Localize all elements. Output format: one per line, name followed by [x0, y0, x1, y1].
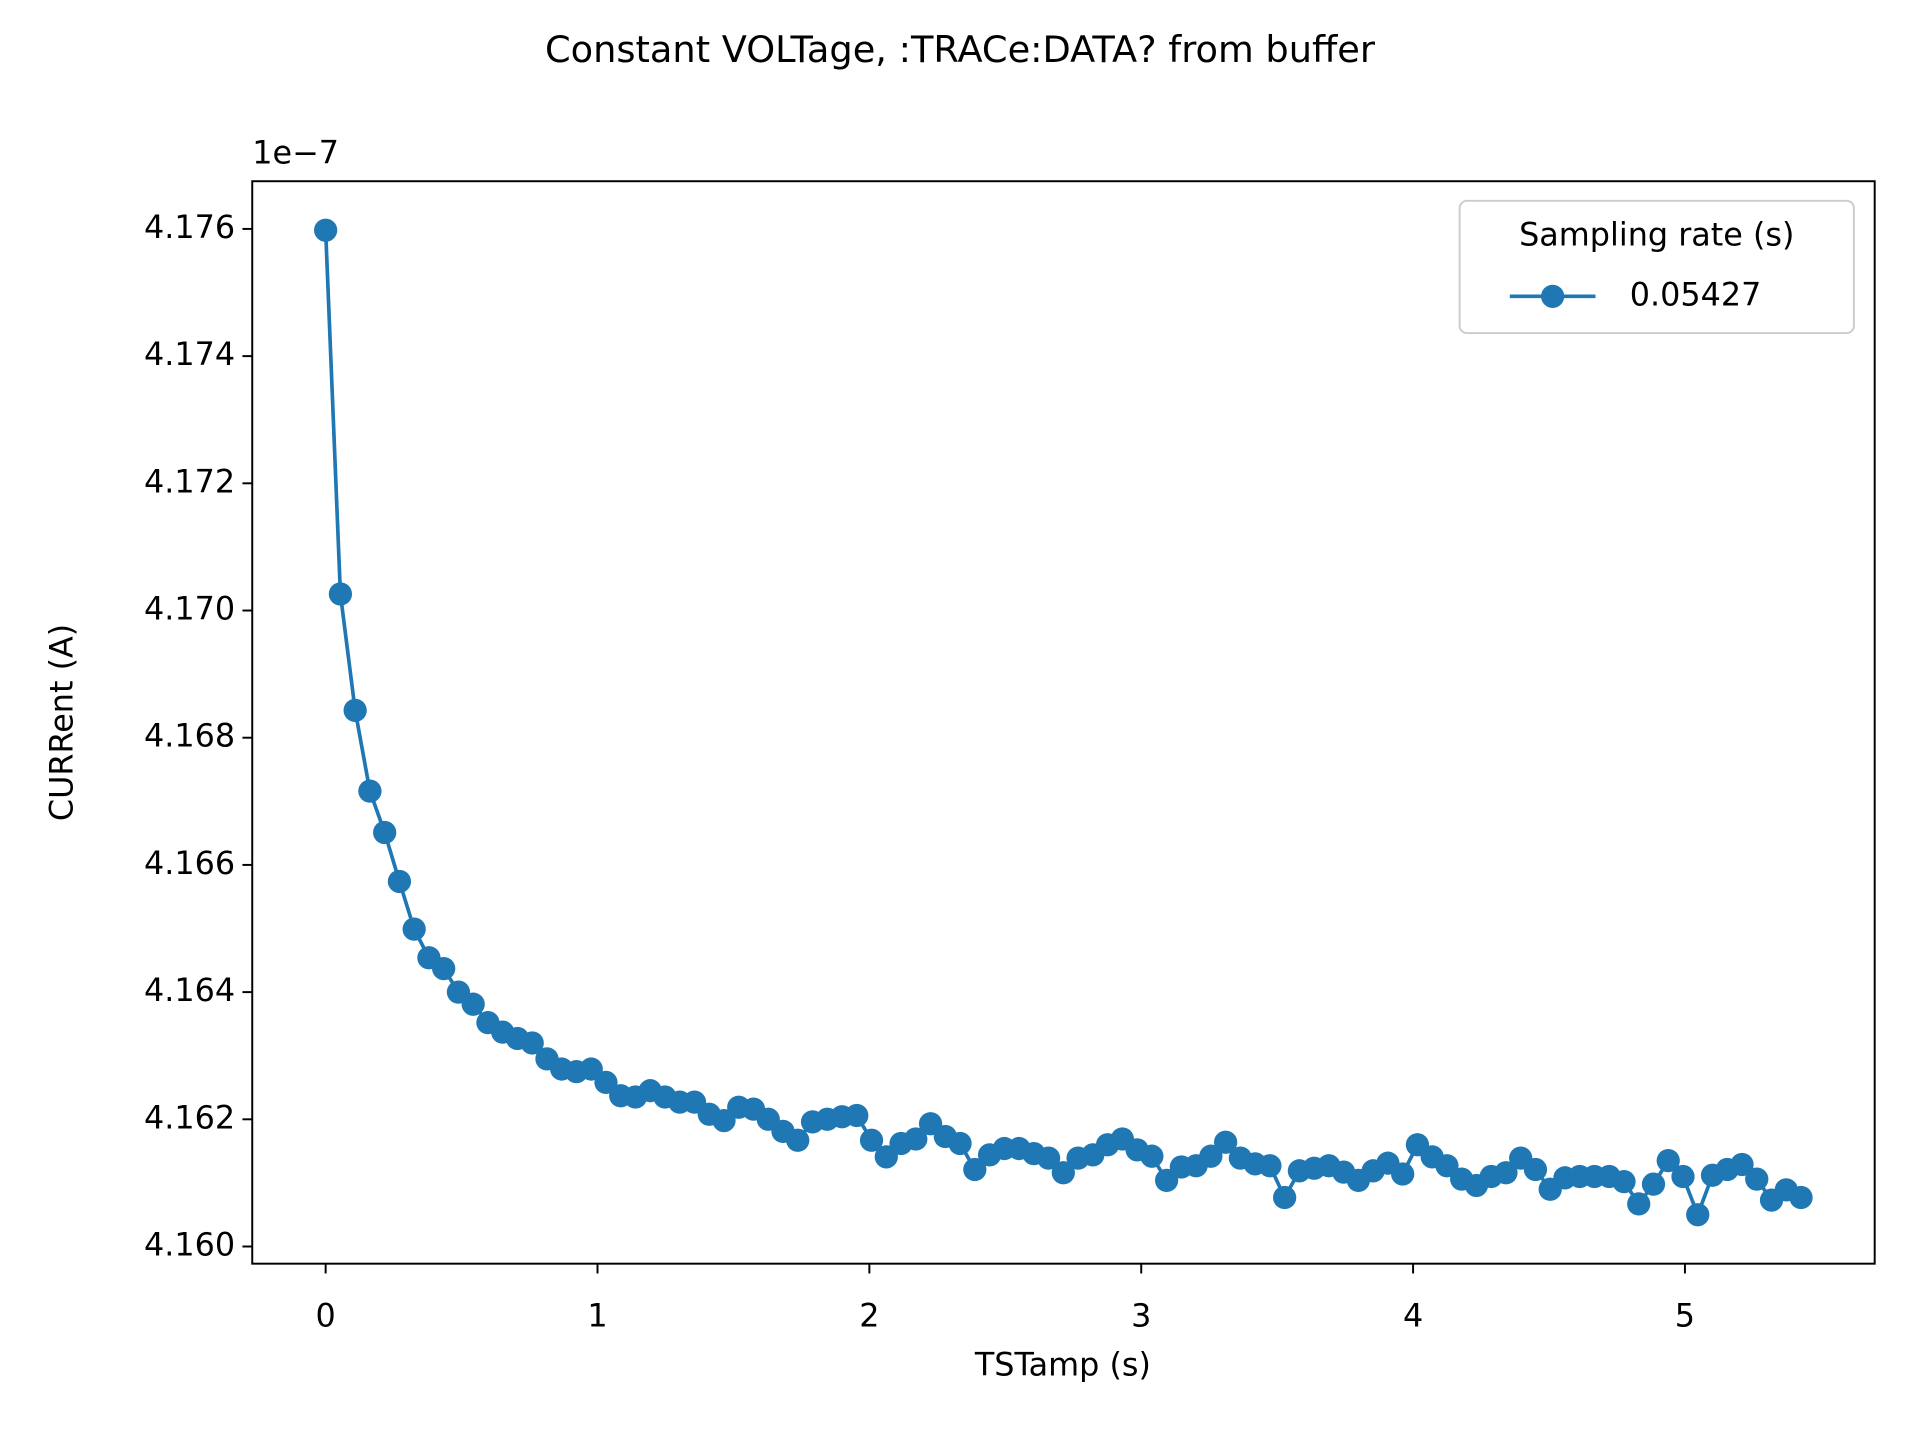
y-tick-label: 4.172 — [144, 462, 235, 500]
x-tick-label: 5 — [1675, 1297, 1695, 1335]
point — [328, 582, 353, 606]
point — [1789, 1185, 1813, 1210]
y-tick-label: 4.168 — [144, 717, 235, 755]
point — [387, 869, 412, 894]
point — [1391, 1162, 1415, 1186]
y-offset-label: 1e−7 — [252, 133, 339, 171]
point — [1671, 1164, 1695, 1189]
point — [1494, 1161, 1518, 1185]
point — [402, 917, 426, 941]
point — [1641, 1172, 1666, 1196]
point — [1258, 1154, 1282, 1178]
legend: Sampling rate (s) 0.05427 — [1458, 199, 1855, 335]
point — [1036, 1146, 1061, 1170]
y-tick-label: 4.176 — [144, 208, 235, 246]
point — [1154, 1168, 1179, 1192]
point — [520, 1031, 544, 1055]
legend-title: Sampling rate (s) — [1519, 215, 1794, 253]
x-axis-label: TSTamp (s) — [974, 1346, 1151, 1384]
x-tick-label: 3 — [1131, 1297, 1151, 1335]
point — [948, 1131, 972, 1156]
point — [1686, 1203, 1710, 1227]
y-tick-label: 4.166 — [144, 844, 235, 882]
y-tick-label: 4.164 — [144, 971, 235, 1009]
x-tick-label: 4 — [1403, 1297, 1423, 1335]
point — [904, 1127, 928, 1151]
point — [1199, 1144, 1223, 1168]
point — [963, 1157, 987, 1182]
point — [594, 1070, 618, 1095]
x-tick-label: 1 — [587, 1297, 607, 1335]
plot-frame — [251, 180, 1876, 1265]
point — [1523, 1157, 1548, 1182]
x-tick-label: 2 — [859, 1297, 879, 1335]
point — [1656, 1149, 1680, 1173]
y-axis-label: CURRent (A) — [43, 624, 81, 821]
point — [314, 218, 338, 242]
point — [1140, 1144, 1164, 1168]
point — [1051, 1161, 1075, 1185]
y-tick-label: 4.174 — [144, 335, 235, 373]
chart-title: Constant VOLTage, :TRACe:DATA? from buff… — [545, 28, 1376, 71]
y-tick-label: 4.170 — [144, 590, 235, 628]
point — [1612, 1169, 1636, 1194]
point — [461, 992, 485, 1016]
point — [786, 1128, 810, 1152]
point — [1730, 1152, 1754, 1177]
y-tick-label: 4.162 — [144, 1098, 235, 1136]
point — [1435, 1154, 1459, 1178]
x-tick-label: 0 — [316, 1297, 336, 1335]
point — [859, 1128, 884, 1152]
point — [1213, 1130, 1238, 1154]
y-tick-label: 4.160 — [144, 1226, 235, 1264]
point — [358, 779, 382, 803]
point — [1627, 1192, 1651, 1216]
point — [579, 1057, 603, 1081]
point — [373, 820, 397, 845]
point — [845, 1103, 869, 1128]
point — [874, 1145, 898, 1169]
point — [432, 956, 456, 981]
legend-label: 0.05427 — [1630, 275, 1762, 313]
point — [343, 698, 367, 722]
point — [1273, 1185, 1297, 1210]
legend-marker — [1541, 284, 1565, 308]
point — [712, 1108, 736, 1133]
point — [1745, 1167, 1769, 1191]
